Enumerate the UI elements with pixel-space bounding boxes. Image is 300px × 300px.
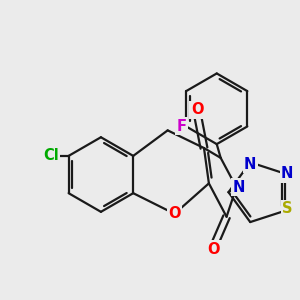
Text: O: O — [168, 206, 181, 221]
Text: O: O — [191, 102, 203, 117]
Text: N: N — [232, 180, 244, 195]
Text: N: N — [244, 157, 256, 172]
Text: Cl: Cl — [43, 148, 59, 164]
Text: O: O — [208, 242, 220, 256]
Text: S: S — [282, 201, 292, 216]
Text: N: N — [281, 166, 293, 181]
Text: F: F — [176, 119, 186, 134]
